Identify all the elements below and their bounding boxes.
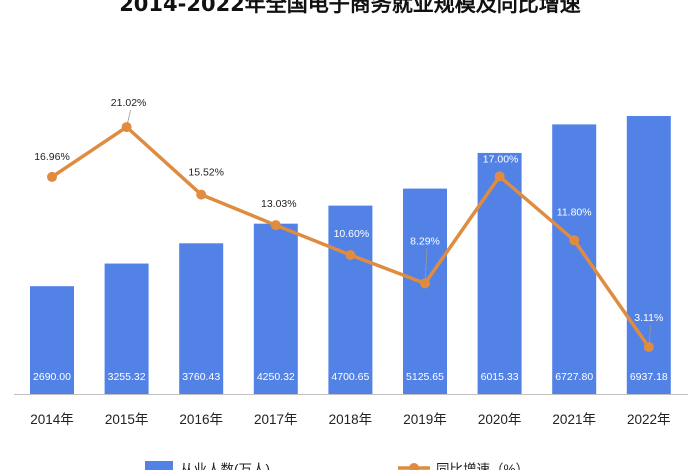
x-tick-label: 2020年	[478, 412, 522, 427]
bar-value-label: 6015.33	[481, 371, 519, 383]
bar-value-label: 2690.00	[33, 371, 71, 383]
growth-point-label: 16.96%	[34, 151, 70, 163]
legend-label-bars: 从业人数(万人)	[180, 462, 270, 470]
growth-point	[270, 220, 281, 231]
x-tick-label: 2017年	[254, 412, 298, 427]
bar	[477, 152, 522, 394]
growth-point	[643, 342, 654, 352]
x-tick-label: 2021年	[552, 412, 596, 427]
growth-point-label: 15.52%	[188, 167, 224, 179]
growth-point	[345, 250, 356, 261]
bar	[552, 124, 597, 394]
x-tick-label: 2016年	[179, 412, 223, 427]
chart-title: 2014-2022年全国电子商务就业规模及同比增速	[119, 0, 581, 16]
growth-point	[196, 189, 207, 200]
legend-marker-line	[409, 463, 419, 470]
bar-value-label: 3255.32	[108, 371, 146, 383]
growth-point-label: 21.02%	[111, 97, 147, 109]
bar-value-label: 6937.18	[630, 371, 668, 383]
growth-point-label: 3.11%	[634, 312, 663, 324]
bar	[626, 116, 671, 394]
x-tick-label: 2018年	[329, 412, 373, 427]
growth-point	[47, 171, 57, 182]
bar	[253, 223, 298, 394]
growth-point-label: 8.29%	[410, 235, 440, 247]
x-tick-label: 2022年	[627, 412, 671, 427]
legend-label-line: 同比增速（%）	[436, 462, 529, 470]
bar	[179, 243, 224, 394]
bar	[104, 263, 149, 394]
legend-swatch-bars	[145, 461, 173, 470]
growth-point-label: 13.03%	[261, 198, 297, 210]
growth-point-label: 10.60%	[334, 228, 370, 240]
growth-point	[494, 171, 505, 182]
bar	[328, 205, 373, 394]
growth-point	[569, 235, 580, 246]
growth-point	[121, 122, 132, 133]
x-tick-label: 2019年	[403, 412, 447, 427]
growth-point-label: 17.00%	[483, 153, 519, 165]
bar	[30, 286, 74, 394]
bar-value-label: 6727.80	[555, 371, 593, 383]
growth-point	[420, 278, 430, 289]
label-leader-line	[424, 248, 428, 284]
x-tick-label: 2015年	[105, 412, 149, 427]
x-tick-label: 2014年	[30, 412, 74, 427]
bar-value-label: 5125.65	[406, 371, 444, 383]
bar-value-label: 4700.65	[331, 371, 369, 383]
bar-value-label: 3760.43	[182, 371, 220, 383]
bar	[403, 188, 447, 394]
growth-point-label: 11.80%	[557, 206, 592, 218]
bar-value-label: 4250.32	[257, 371, 295, 383]
